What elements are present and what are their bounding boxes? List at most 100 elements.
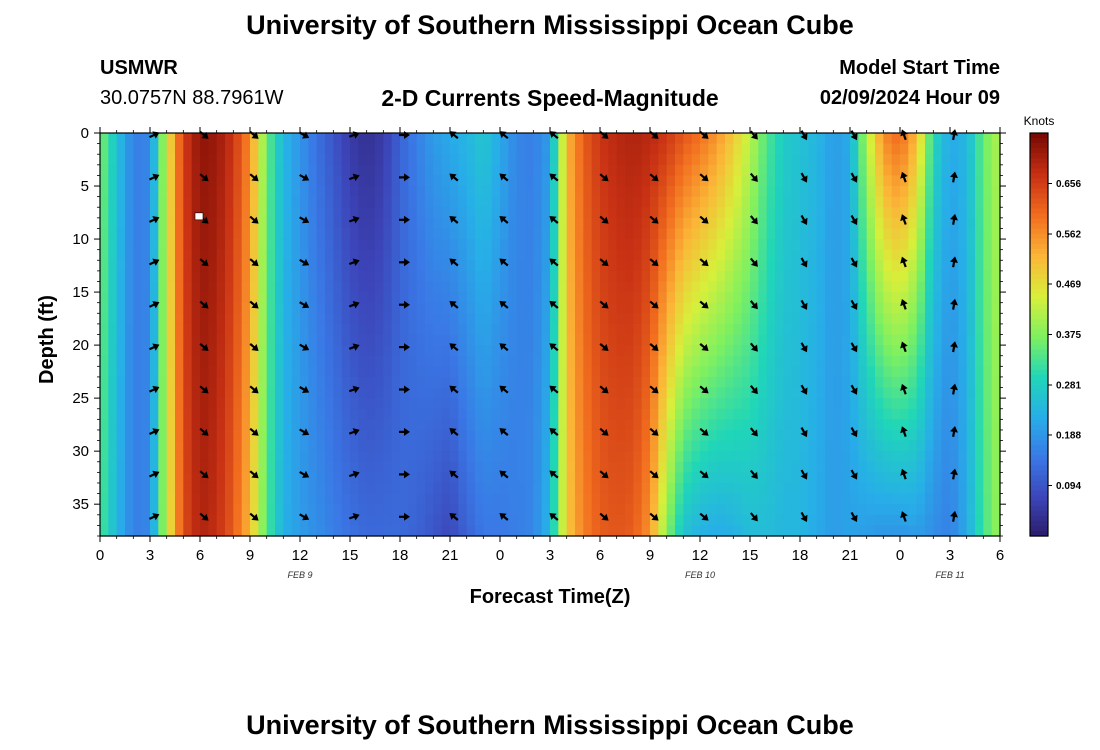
heatmap-cell [875,302,884,314]
heatmap-cell [758,143,768,155]
heatmap-cell [508,514,518,526]
heatmap-cell [541,270,551,283]
heatmap-cell [641,239,651,251]
heatmap-cell [483,376,493,389]
heatmap-cell [516,419,526,431]
heatmap-cell [766,482,776,495]
heatmap-cell [641,461,651,473]
heatmap-cell [433,366,443,378]
x-axis-label: Forecast Time(Z) [469,586,631,608]
vector-arrow [499,258,509,267]
vector-arrow [800,342,808,353]
heatmap-cell [366,482,376,495]
heatmap-cell [233,164,243,177]
heatmap-cell [150,451,159,463]
heatmap-cell [616,154,626,166]
heatmap-cell [333,419,343,431]
heatmap-cell [908,207,918,219]
heatmap-cell [608,376,618,389]
heatmap-cell [300,196,309,208]
heatmap-cell [850,482,859,495]
heatmap-cell [300,376,309,389]
heatmap-cell [250,376,259,389]
heatmap-cell [458,186,468,198]
heatmap-cell [200,313,209,325]
heatmap-cell [258,292,268,304]
heatmap-cell [308,281,318,293]
heatmap-cell [941,186,951,198]
heatmap-cell [133,493,143,505]
heatmap-cell [266,419,276,431]
heatmap-cell [116,355,126,367]
heatmap-cell [650,196,659,208]
heatmap-cell [375,355,384,367]
heatmap-cell [266,260,276,272]
heatmap-cell [450,260,459,272]
heatmap-cell [433,302,443,314]
heatmap-cell [483,493,493,505]
heatmap-cell [916,133,926,145]
heatmap-cell [708,164,718,177]
heatmap-cell [941,387,951,399]
heatmap-cell [583,429,593,442]
heatmap-cell [633,345,643,357]
heatmap-cell [683,482,693,495]
heatmap-cell [816,186,826,198]
heatmap-cell [708,525,718,537]
heatmap-cell [166,260,176,272]
colorbar-swatch [1030,410,1048,416]
heatmap-cell [983,429,993,442]
heatmap-cell [983,175,993,187]
heatmap-cell [183,429,193,442]
heatmap-cell [241,451,251,463]
vector-arrow [399,258,410,267]
heatmap-cell [458,323,468,336]
vector-arrow [599,385,609,394]
heatmap-cell [616,461,626,473]
heatmap-cell [858,429,868,442]
heatmap-cell [791,249,801,261]
heatmap-cell [500,175,509,187]
heatmap-cell [591,249,601,261]
heatmap-cell [391,472,401,484]
heatmap-cell [466,472,476,484]
vector-arrow [749,257,758,267]
heatmap-cell [183,175,193,187]
heatmap-cell [758,419,768,431]
heatmap-cell [100,260,109,272]
heatmap-cell [308,419,318,431]
heatmap-cell [616,207,626,219]
heatmap-cell [866,292,876,304]
heatmap-cell [758,186,768,198]
heatmap-cell [500,472,509,484]
heatmap-cell [900,525,909,537]
heatmap-cell [591,217,601,230]
heatmap-cell [483,472,493,484]
heatmap-cell [325,281,334,293]
heatmap-cell [308,493,318,505]
heatmap-cell [666,207,676,219]
heatmap-cell [300,440,309,452]
heatmap-cell [883,451,893,463]
heatmap-cell [900,154,909,166]
colorbar-swatch [1030,178,1048,184]
heatmap-cell [450,461,459,473]
heatmap-cell [491,270,501,283]
heatmap-cell [925,408,934,420]
colorbar-swatch [1030,218,1048,225]
heatmap-cell [875,164,884,177]
heatmap-cell [375,334,384,346]
vector-arrow [599,427,609,436]
heatmap-cell [958,408,968,420]
vector-arrow [699,173,709,182]
heatmap-cell [516,228,526,240]
heatmap-cell [741,440,751,452]
heatmap-cell [508,217,518,230]
heatmap-cell [766,217,776,230]
colorbar-swatch [1030,133,1048,139]
heatmap-cell [833,387,843,399]
heatmap-cell [841,175,851,187]
heatmap-cell [716,323,726,336]
heatmap-cell [750,249,759,261]
heatmap-cell [758,504,768,516]
